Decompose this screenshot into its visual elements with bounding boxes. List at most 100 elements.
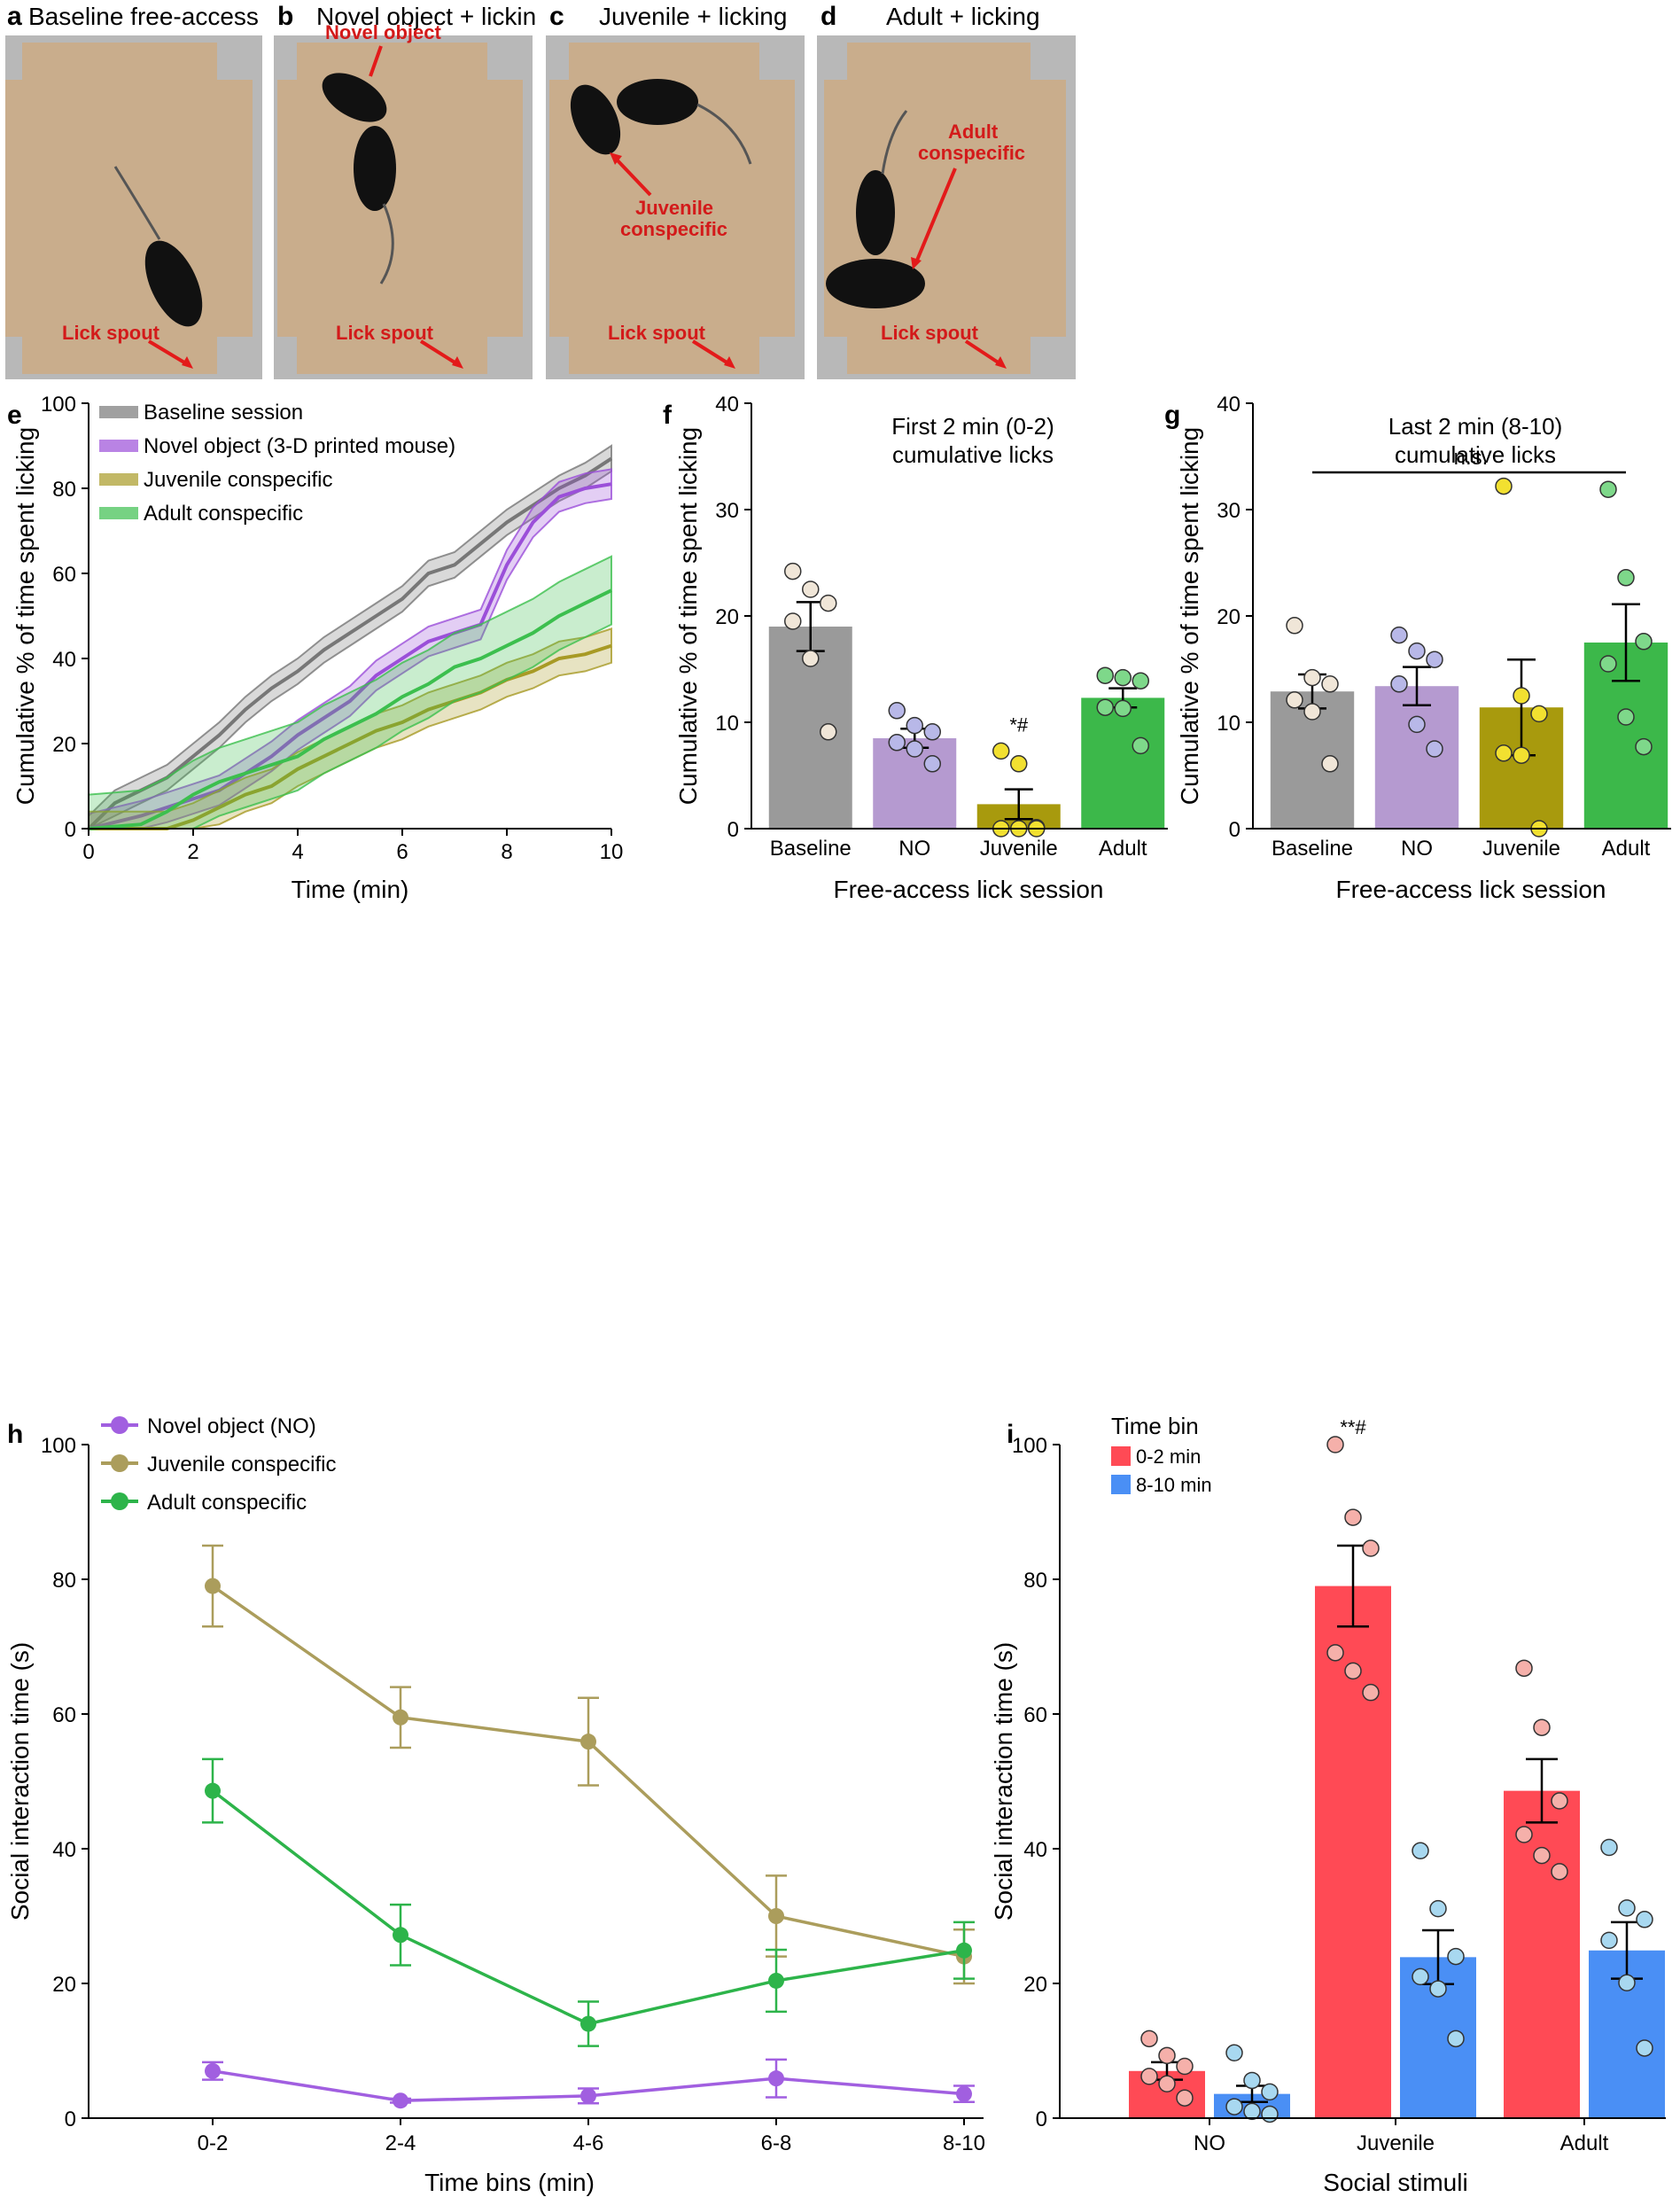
y-tick-label: 0 xyxy=(1036,2108,1047,2131)
data-point xyxy=(1225,2098,1243,2115)
mouse-tail xyxy=(881,110,908,175)
y-tick-label: 100 xyxy=(41,1434,76,1458)
legend-swatch-3 xyxy=(99,507,138,519)
data-point xyxy=(820,594,837,612)
arrow xyxy=(147,339,191,367)
photo-d: d Adult + licking Adult conspecific Lick… xyxy=(817,2,1076,379)
x-axis-label: Free-access lick session xyxy=(834,876,1104,903)
data-point xyxy=(1429,1980,1447,1998)
data-point xyxy=(1176,2089,1194,2107)
label-conspecific: conspecific xyxy=(620,218,727,240)
label-lick-spout: Lick spout xyxy=(881,322,979,344)
y-tick-label: 60 xyxy=(1023,1703,1047,1727)
data-point xyxy=(1140,2030,1158,2048)
data-point xyxy=(1530,705,1548,723)
data-point xyxy=(1243,2071,1261,2090)
data-point xyxy=(1551,1792,1568,1810)
arrow xyxy=(914,168,957,263)
panel-letter: e xyxy=(7,401,22,430)
y-tick-label: 100 xyxy=(1012,1434,1047,1458)
data-point xyxy=(1635,737,1653,756)
legend-label-0: Baseline session xyxy=(144,401,303,425)
data-point xyxy=(1344,1508,1362,1526)
mouse xyxy=(144,240,203,327)
y-tick-label: 40 xyxy=(52,1838,76,1862)
y-tick-label: 40 xyxy=(1023,1838,1047,1862)
x-tick-label: Adult xyxy=(1560,2131,1609,2155)
panel-title-b: Novel object + licking xyxy=(316,3,536,30)
data-point xyxy=(1617,569,1635,587)
data-point xyxy=(393,1709,408,1726)
data-point xyxy=(1618,1974,1636,1991)
data-point xyxy=(1600,1931,1618,1950)
data-point xyxy=(1321,755,1339,773)
chart-h-social-interaction-bins: h 0 20 40 60 80 100 0-2 2-4 4-6 6-8 8-10 Time bins (… xyxy=(6,1414,985,2196)
data-point xyxy=(1408,715,1426,734)
data-point xyxy=(956,1942,972,1959)
label-juvenile: Juvenile xyxy=(635,197,713,219)
data-point xyxy=(1412,1967,1429,1986)
series-line-2 xyxy=(89,643,612,830)
data-point xyxy=(906,740,923,758)
photo-c: c Juvenile + licking Juvenile conspecifi… xyxy=(546,2,805,379)
legend-swatch-0 xyxy=(1111,1446,1131,1466)
panel-title-d: Adult + licking xyxy=(886,3,1040,30)
sem-band-1 xyxy=(88,468,612,830)
legend-swatch-1 xyxy=(99,440,138,452)
data-point xyxy=(205,1578,221,1594)
x-tick-label: 6-8 xyxy=(761,2131,792,2155)
series-line-2 xyxy=(211,1789,965,2026)
x-tick-label: Baseline xyxy=(770,837,852,861)
data-point xyxy=(1551,1863,1568,1881)
panel-letter-a: a xyxy=(7,2,22,31)
panel-letter: f xyxy=(663,401,673,430)
photo-panel-a: a Baseline free-access licking Lick spou… xyxy=(0,0,335,381)
y-tick-label: 100 xyxy=(41,393,76,417)
data-point xyxy=(1114,699,1132,718)
panel-letter: h xyxy=(7,1420,23,1449)
data-point xyxy=(393,1927,408,1944)
data-point xyxy=(1635,633,1653,651)
y-tick-label: 0 xyxy=(65,2108,76,2131)
data-point xyxy=(1344,1662,1362,1680)
legend-label-1: 8-10 min xyxy=(1136,1474,1212,1496)
series-line-3 xyxy=(88,588,612,830)
y-tick-label: 0 xyxy=(65,818,76,842)
x-tick-label: NO xyxy=(1194,2131,1225,2155)
data-point xyxy=(768,1972,784,1989)
y-tick-label: 20 xyxy=(1023,1973,1047,1997)
photo-a: a Baseline free-access licking Lick spou… xyxy=(5,2,335,379)
panel-letter: g xyxy=(1164,401,1180,430)
bar-no xyxy=(1374,686,1459,829)
data-point xyxy=(1362,1539,1380,1557)
juvenile-mouse xyxy=(570,84,621,155)
panel-title-c: Juvenile + licking xyxy=(599,3,787,30)
data-point xyxy=(1515,1826,1533,1843)
data-point xyxy=(1326,1436,1344,1453)
y-axis-label: Cumulative % of time spent licking xyxy=(12,427,39,805)
data-point xyxy=(992,742,1010,760)
data-point xyxy=(1261,2083,1279,2101)
y-tick-label: 20 xyxy=(52,733,76,757)
data-point xyxy=(784,562,802,580)
data-point xyxy=(1513,687,1530,705)
y-tick-label: 40 xyxy=(52,648,76,672)
data-point xyxy=(1599,480,1617,498)
x-tick-label: Juvenile xyxy=(1357,2131,1435,2155)
data-point xyxy=(205,1782,221,1799)
data-point xyxy=(802,580,820,598)
data-point xyxy=(1533,1846,1551,1865)
data-point xyxy=(1176,2057,1194,2076)
y-axis-label: Cumulative % of time spent licking xyxy=(1176,427,1203,805)
data-point xyxy=(1140,2068,1158,2085)
arrowhead xyxy=(182,356,193,369)
legend-label-3: Adult conspecific xyxy=(144,502,303,526)
y-tick-label: 10 xyxy=(715,712,739,736)
data-point xyxy=(1599,655,1617,673)
y-tick-label: 30 xyxy=(715,499,739,523)
y-tick-label: 60 xyxy=(52,563,76,587)
legend-marker-1 xyxy=(111,1454,128,1472)
legend-label-0: 0-2 min xyxy=(1136,1445,1201,1468)
significance-label: n.s. xyxy=(1454,446,1489,470)
legend-swatch-1 xyxy=(1111,1475,1131,1494)
